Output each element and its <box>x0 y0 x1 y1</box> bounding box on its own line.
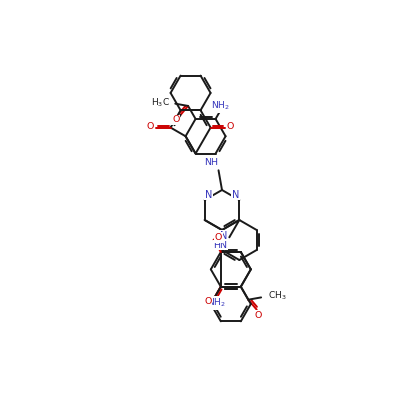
Text: N: N <box>220 231 228 241</box>
Text: HN: HN <box>214 241 228 250</box>
Text: N: N <box>232 190 239 200</box>
Text: H$_3$C: H$_3$C <box>151 96 170 109</box>
Text: NH$_2$: NH$_2$ <box>207 296 226 309</box>
Text: O: O <box>215 233 222 242</box>
Text: O: O <box>255 311 262 320</box>
Text: N: N <box>205 190 212 200</box>
Text: NH$_2$: NH$_2$ <box>211 100 229 112</box>
Text: O: O <box>227 122 234 131</box>
Text: NH: NH <box>204 158 218 167</box>
Text: O: O <box>172 115 180 124</box>
Text: CH$_3$: CH$_3$ <box>268 289 287 302</box>
Text: O: O <box>204 297 212 306</box>
Text: O: O <box>147 122 154 131</box>
